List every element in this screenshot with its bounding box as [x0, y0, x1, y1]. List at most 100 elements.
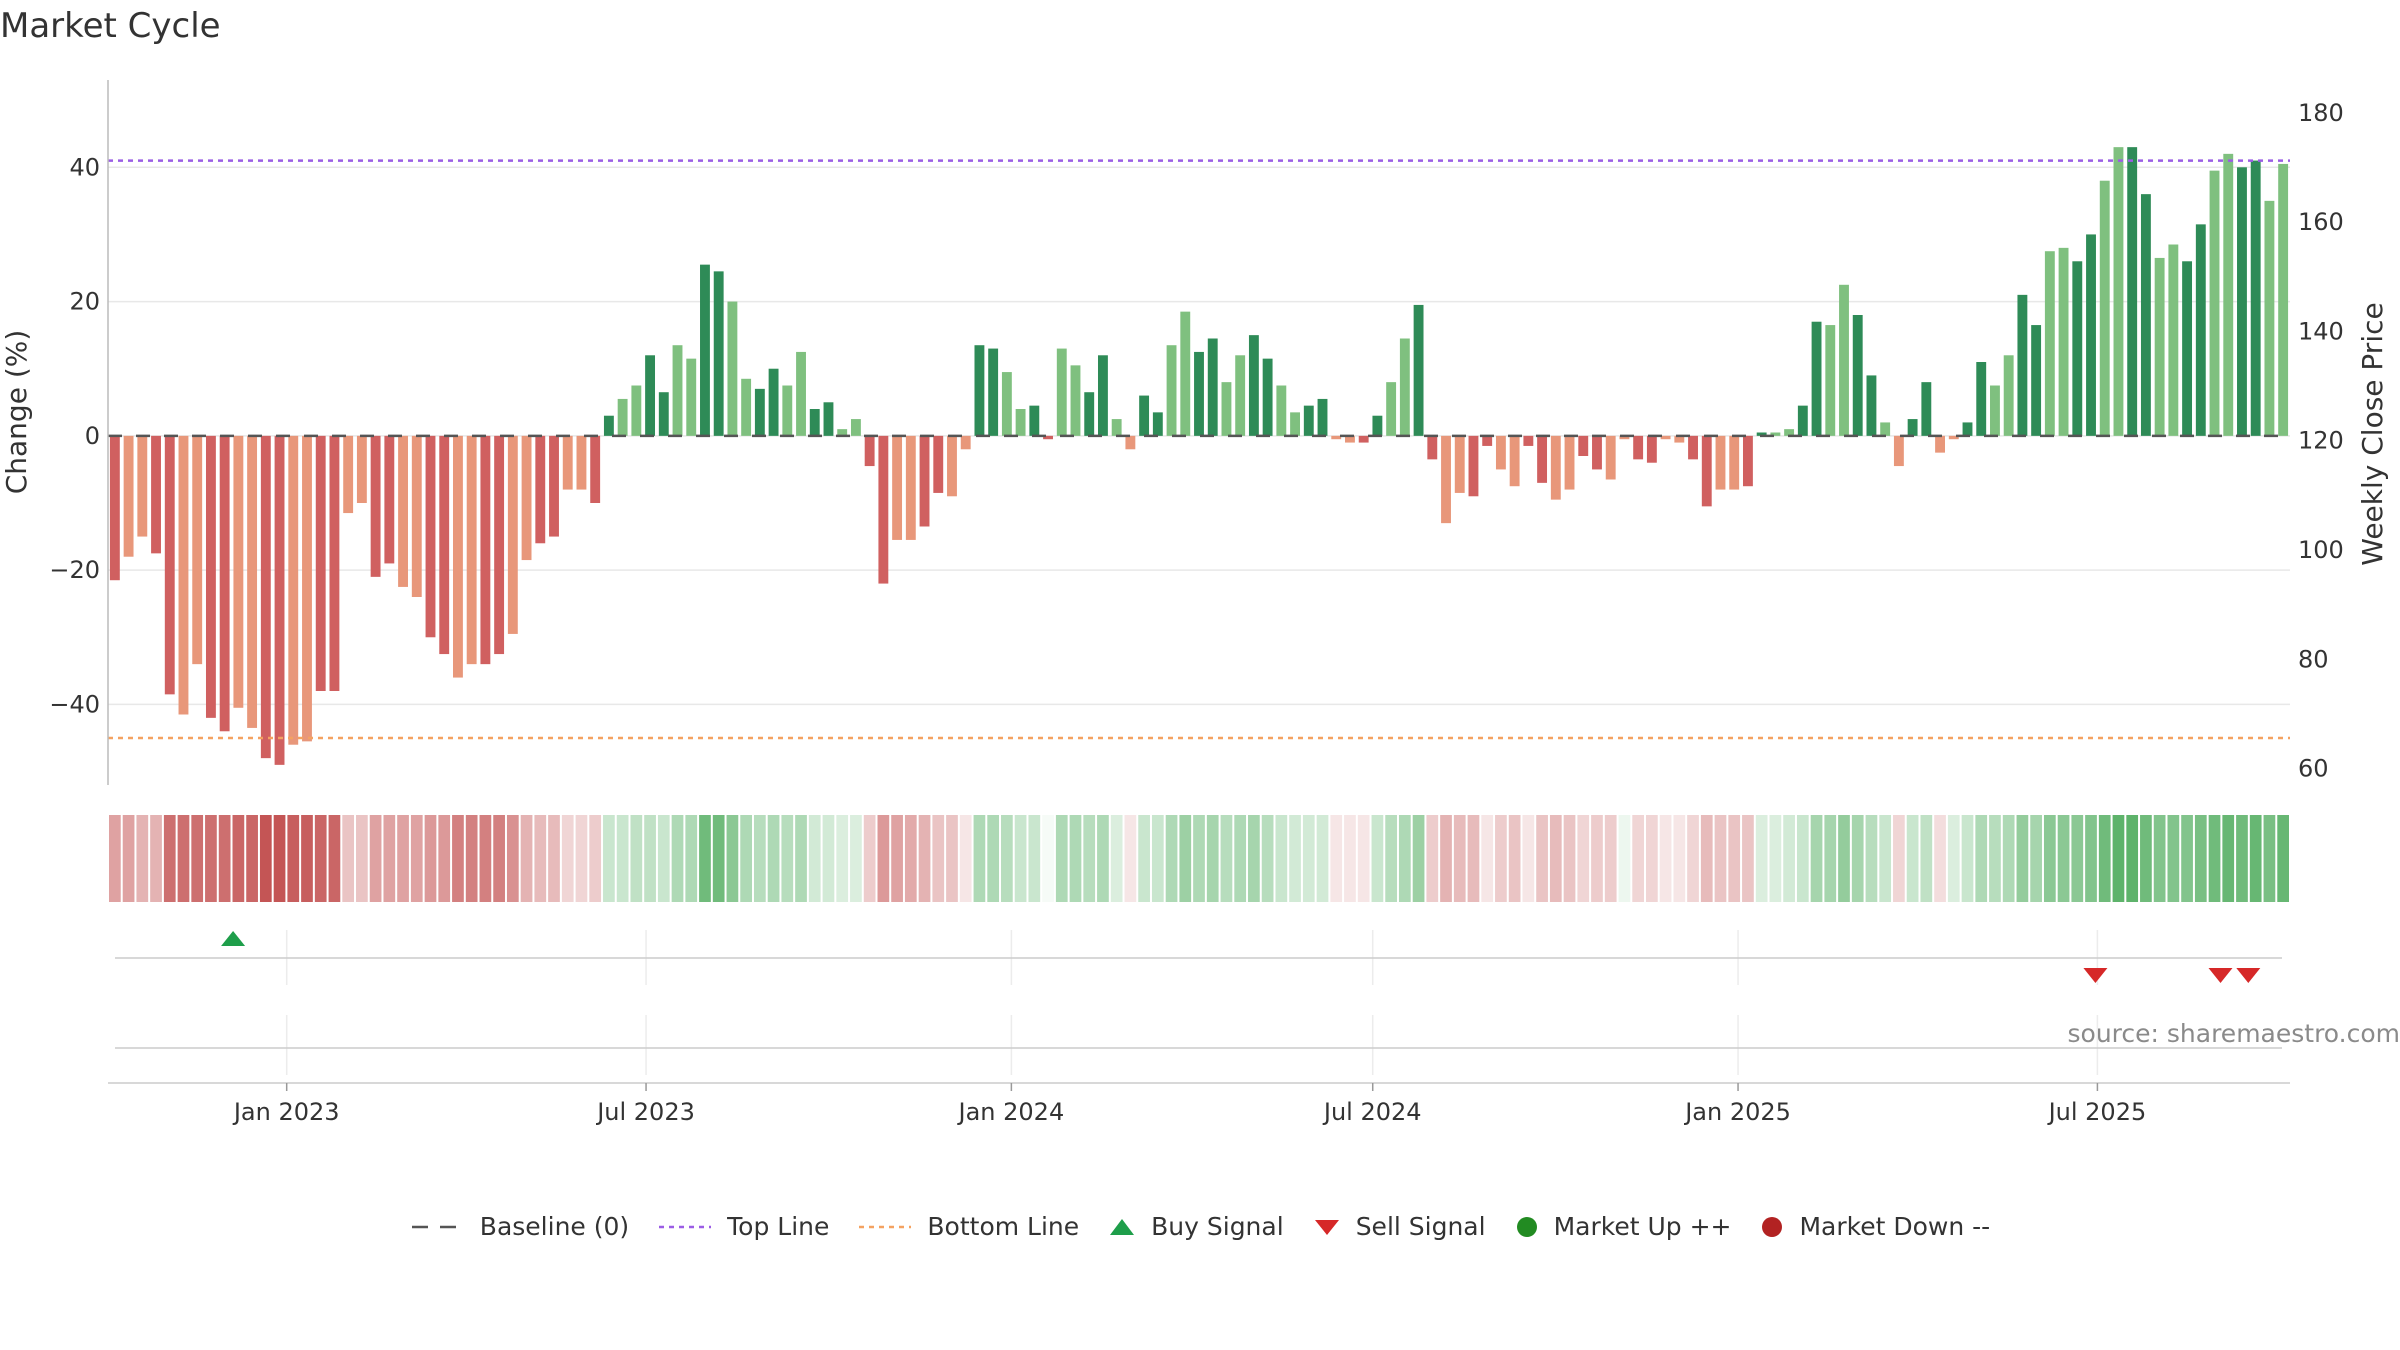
strength-cell — [150, 815, 162, 902]
strength-cell — [863, 815, 876, 902]
bar — [1935, 435, 1945, 453]
strength-cell — [493, 815, 505, 902]
strength-cell — [356, 815, 368, 902]
sell-signal-marker — [2083, 968, 2108, 983]
bar — [864, 435, 875, 467]
bar — [2099, 180, 2110, 436]
bar — [1990, 385, 2000, 436]
bar — [1166, 345, 1177, 436]
strength-cell — [328, 815, 341, 902]
bar — [2003, 355, 2014, 436]
bar — [192, 435, 203, 665]
x-tick-label: Jan 2025 — [1683, 1098, 1791, 1126]
bar — [411, 435, 422, 597]
strength-cell — [1028, 815, 1041, 902]
strength-cell — [1604, 815, 1617, 902]
bar — [741, 378, 752, 436]
bar — [109, 435, 120, 581]
bar — [1235, 355, 1246, 436]
bar — [260, 435, 271, 759]
strength-cell — [1646, 815, 1658, 902]
legend-item-market-down: Market Down -- — [1759, 1212, 1990, 1241]
strength-cell — [2071, 815, 2084, 902]
strength-cell — [1179, 815, 1192, 902]
bar — [219, 435, 230, 732]
strength-cell — [1975, 815, 1988, 902]
bar — [754, 388, 765, 436]
bar — [1358, 435, 1369, 443]
strength-cell — [575, 815, 588, 902]
strength-cell — [987, 815, 1000, 902]
strength-cell — [177, 815, 190, 902]
strength-cell — [699, 815, 711, 902]
x-tick-label: Jul 2024 — [1322, 1098, 1422, 1126]
bar — [590, 435, 601, 503]
bar — [1029, 405, 1040, 436]
bar — [398, 435, 408, 587]
strength-cell — [1453, 815, 1466, 902]
bar — [549, 435, 559, 537]
bar — [617, 398, 628, 436]
strength-cell — [1440, 815, 1452, 902]
strength-cell — [136, 815, 149, 902]
legend-item-bottom-line: Bottom Line — [857, 1212, 1079, 1241]
bar — [453, 435, 463, 678]
strength-cell — [1687, 815, 1699, 902]
bar — [2113, 147, 2124, 436]
bar — [274, 435, 285, 765]
x-tick-label: Jul 2023 — [595, 1098, 695, 1126]
strength-cell — [1234, 815, 1247, 902]
y-tick-label: 20 — [69, 288, 100, 316]
bar — [2017, 294, 2028, 436]
strength-cell — [904, 815, 917, 902]
strength-strip-layer — [109, 815, 2289, 902]
bar — [919, 435, 930, 527]
y2-tick-label: 60 — [2298, 755, 2329, 783]
strength-cell — [2222, 815, 2235, 902]
legend-label-market-up: Market Up ++ — [1553, 1212, 1732, 1241]
bar — [1962, 422, 1973, 436]
bar — [809, 409, 820, 436]
strength-cell — [1083, 815, 1096, 902]
strength-cell — [452, 815, 464, 902]
legend-item-buy-signal: Buy Signal — [1107, 1212, 1284, 1241]
bar — [1441, 435, 1451, 524]
strength-cell — [1248, 815, 1260, 902]
bar — [1839, 284, 1849, 436]
bar — [302, 435, 312, 742]
bar — [823, 402, 834, 436]
strength-cell — [740, 815, 752, 902]
strength-cell — [1110, 815, 1123, 902]
y-axis-title: Change (%) — [0, 330, 33, 495]
bar — [1948, 435, 1959, 440]
bar — [2140, 194, 2151, 436]
strength-cell — [1275, 815, 1288, 902]
bar — [233, 435, 244, 708]
bar — [645, 355, 656, 436]
strength-cell — [1261, 815, 1274, 902]
legend-item-baseline: Baseline (0) — [410, 1212, 629, 1241]
strength-cell — [1385, 815, 1397, 902]
strength-cell — [1659, 815, 1672, 902]
bar — [1633, 435, 1644, 460]
strength-cell — [163, 815, 176, 902]
strength-cell — [1124, 815, 1137, 902]
bar — [1646, 435, 1657, 463]
bar — [1797, 405, 1808, 436]
bar — [1564, 435, 1575, 490]
y2-tick-label: 120 — [2298, 427, 2344, 455]
bar — [947, 435, 957, 497]
bar — [576, 435, 587, 490]
strength-cell — [808, 815, 821, 902]
y-tick-label: 40 — [69, 153, 100, 181]
bar — [1880, 422, 1891, 436]
strength-cell — [548, 815, 560, 902]
strength-cell — [1069, 815, 1082, 902]
bar — [1248, 335, 1259, 436]
strength-cell — [657, 815, 670, 902]
strength-cell — [1934, 815, 1946, 902]
strength-cell — [1220, 815, 1233, 902]
sell-signal-marker — [2236, 968, 2261, 983]
strength-cell — [946, 815, 958, 902]
